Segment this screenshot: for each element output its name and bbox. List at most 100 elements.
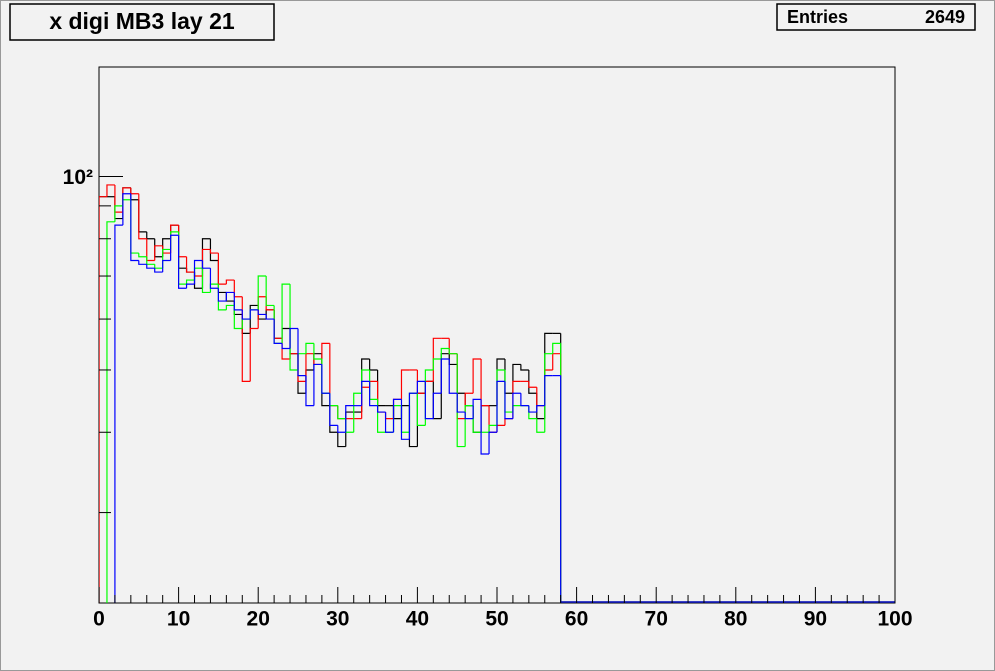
histogram-bin (369, 381, 378, 407)
histogram-bin (225, 304, 235, 310)
histogram-bin (305, 375, 314, 407)
histogram-bin (313, 363, 322, 406)
y-tick-label: 10² (63, 166, 93, 189)
histogram-bin (241, 309, 251, 320)
histogram-bin (528, 369, 537, 394)
histogram-bin (257, 309, 267, 316)
histogram-bin (114, 224, 123, 603)
histogram-bin (273, 319, 283, 344)
histogram-bin (536, 405, 545, 413)
histogram-bin (209, 238, 219, 262)
histogram-bin (321, 342, 330, 365)
histogram-bin (528, 381, 537, 388)
stats-value: 2649 (925, 7, 965, 27)
histogram-bin (464, 412, 474, 420)
histogram-bin (504, 381, 513, 420)
histogram-bin (544, 375, 553, 406)
histogram-bin (337, 405, 346, 420)
histogram-bin (464, 405, 474, 447)
histogram-bin (146, 264, 155, 269)
x-tick-label: 90 (804, 608, 827, 631)
histogram-bin (225, 279, 235, 285)
histogram-bin (448, 359, 458, 394)
histogram-bin (265, 276, 275, 307)
x-tick-label: 20 (247, 608, 270, 631)
histogram-bin (337, 425, 346, 433)
histogram-bin (99, 196, 107, 603)
histogram-bin (185, 279, 195, 285)
histogram-bin (185, 256, 195, 273)
histogram-bin (265, 314, 275, 320)
histogram-bin (416, 393, 426, 426)
histogram-bin (138, 193, 147, 240)
histogram-bin (297, 328, 306, 377)
histogram-bin (106, 184, 115, 197)
histogram-bin (217, 288, 227, 302)
histogram-bin (178, 235, 187, 289)
histogram-bin (377, 405, 386, 413)
histogram-bin (233, 292, 243, 311)
histogram-bin (281, 283, 291, 344)
histogram-bin (400, 369, 410, 400)
histogram-bin (456, 393, 466, 413)
histogram-bin (201, 260, 211, 269)
title-box (9, 3, 275, 41)
histogram-bin (106, 221, 115, 603)
x-tick-label: 100 (877, 608, 912, 631)
histogram-bin (472, 358, 482, 394)
histogram-bin (496, 380, 505, 433)
chart-title: x digi MB3 lay 21 (49, 8, 235, 34)
histogram-bin (408, 392, 418, 440)
histogram-bin (249, 304, 259, 334)
x-tick-label: 60 (565, 608, 588, 631)
frame (98, 66, 896, 604)
histogram-bin (488, 431, 497, 455)
histogram-bin (130, 193, 139, 262)
histogram-bin (201, 268, 211, 294)
histogram-bin (488, 424, 497, 433)
histogram-bin (384, 412, 394, 433)
histogram-bin (528, 405, 537, 413)
histogram-bin (138, 260, 147, 265)
histogram-bin (432, 392, 442, 419)
histogram-bin (392, 398, 402, 433)
x-tick-label: 40 (406, 608, 429, 631)
histogram-bin (249, 309, 259, 320)
histogram-bin (209, 268, 219, 289)
histogram-bin (472, 398, 482, 419)
histogram-bin (520, 393, 529, 407)
histogram-bin (424, 381, 434, 420)
histogram-bin (122, 193, 131, 226)
histogram-bin (233, 305, 243, 330)
histogram-bin (337, 432, 346, 448)
x-tick-label: 10 (167, 608, 190, 631)
histogram-bin (448, 348, 458, 355)
histogram-bin (249, 327, 259, 382)
histogram-bin (114, 205, 123, 222)
histogram-bin (329, 393, 338, 426)
histogram-bin (345, 405, 354, 433)
histogram-bin (289, 327, 298, 349)
x-tick-label: 80 (724, 608, 747, 631)
histogram-bin (313, 343, 322, 360)
histogram-bin (321, 364, 330, 394)
histogram-bin (225, 291, 235, 302)
x-tick-label: 50 (485, 608, 508, 631)
stats-label: Entries (787, 7, 848, 27)
histogram-bin (536, 418, 545, 433)
histogram-bin (257, 275, 267, 310)
histogram-bin (432, 358, 442, 370)
histogram-bin (185, 283, 195, 289)
histogram-bin (456, 353, 466, 448)
histogram-bin (193, 259, 203, 285)
x-tick-label: 30 (326, 608, 349, 631)
histogram-bin (138, 253, 147, 258)
histogram-bin (361, 380, 370, 406)
histogram-bin (416, 380, 426, 394)
histogram-bin (440, 358, 450, 394)
x-tick-label: 0 (93, 608, 105, 631)
histogram-bin (209, 249, 219, 254)
histogram-bin (440, 347, 450, 360)
histogram-bin (400, 399, 410, 440)
